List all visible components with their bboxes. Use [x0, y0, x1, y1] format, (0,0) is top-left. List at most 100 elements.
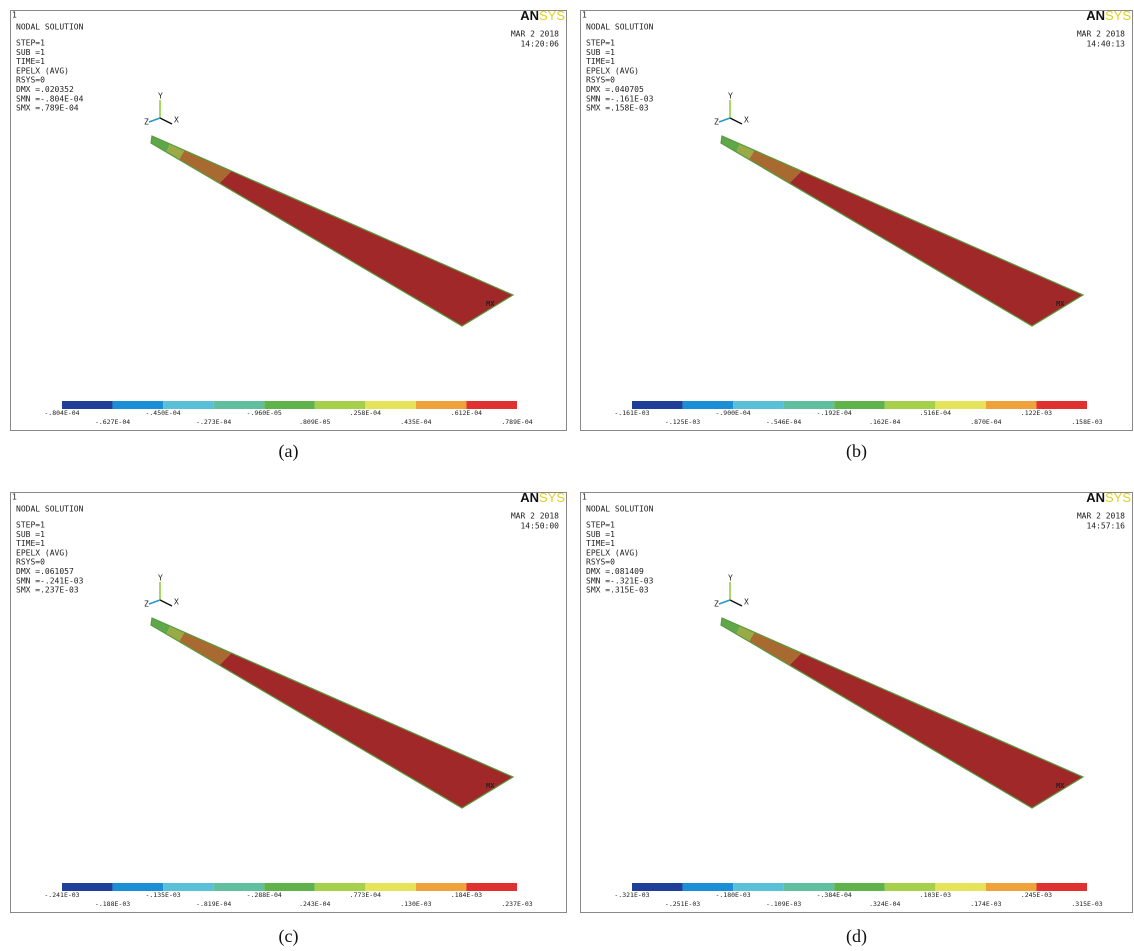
max-marker: MX: [486, 782, 495, 790]
legend-label: .237E-03: [501, 900, 532, 908]
legend-label: -.180E-03: [715, 891, 750, 899]
axis-label: Y: [158, 92, 163, 101]
legend-swatch: [416, 883, 467, 891]
max-marker: MX: [1056, 782, 1065, 790]
logo-right: SYS: [539, 10, 565, 23]
header: NODAL SOLUTION: [586, 505, 654, 514]
legend-label: .809E-05: [299, 418, 330, 426]
legend-swatch: [683, 883, 734, 891]
info-line: RSYS=0: [16, 558, 45, 567]
legend-swatch: [113, 883, 164, 891]
legend-label: -.819E-04: [196, 900, 231, 908]
legend-swatch: [834, 883, 885, 891]
window-number: 1: [582, 493, 587, 502]
axis-label: Y: [158, 574, 163, 583]
legend-label: -.804E-04: [44, 409, 79, 417]
legend-label: -.450E-04: [145, 409, 180, 417]
logo-right: SYS: [539, 492, 565, 505]
legend-swatch: [214, 401, 265, 409]
legend-label: .174E-03: [970, 900, 1001, 908]
info-line: DMX =.061057: [16, 567, 74, 576]
legend-label: -.900E-04: [715, 409, 750, 417]
legend-swatch: [113, 401, 164, 409]
legend-label: .773E-04: [350, 891, 381, 899]
legend-label: -.241E-03: [44, 891, 79, 899]
date: MAR 2 2018: [511, 512, 559, 521]
axis-label: Z: [144, 118, 149, 127]
legend-label: .184E-03: [451, 891, 482, 899]
info-line: RSYS=0: [586, 558, 615, 567]
logo-right: SYS: [1105, 10, 1131, 23]
logo: ANSYS: [520, 492, 565, 505]
logo-left: AN: [520, 10, 539, 23]
info-line: STEP=1: [586, 521, 615, 530]
legend-label: -.125E-03: [665, 418, 700, 426]
window-number: 1: [582, 11, 587, 20]
legend-swatch: [683, 401, 734, 409]
logo: ANSYS: [1086, 492, 1131, 505]
legend-label: -.627E-04: [95, 418, 130, 426]
date: MAR 2 2018: [1077, 30, 1125, 39]
legend-swatch: [885, 401, 936, 409]
legend-label: -.546E-04: [766, 418, 801, 426]
legend-label: -.109E-03: [766, 900, 801, 908]
info-line: DMX =.081409: [586, 567, 644, 576]
time: 14:50:00: [520, 522, 559, 531]
legend-label: .789E-04: [501, 418, 532, 426]
legend-label: .162E-04: [869, 418, 900, 426]
info-line: EPELX (AVG): [586, 548, 639, 557]
legend-label: .612E-04: [451, 409, 482, 417]
legend-label: -.288E-04: [247, 891, 282, 899]
caption: (b): [827, 441, 887, 462]
legend-label: -.135E-03: [145, 891, 180, 899]
legend-label: -.384E-04: [817, 891, 852, 899]
legend-swatch: [986, 401, 1037, 409]
logo: ANSYS: [520, 10, 565, 23]
figure: 1NODAL SOLUTIONSTEP=1SUB =1TIME=1EPELX (…: [0, 0, 1134, 951]
legend-label: -.273E-04: [196, 418, 231, 426]
info-line: EPELX (AVG): [16, 548, 69, 557]
info-line: SUB =1: [586, 530, 615, 539]
logo-left: AN: [520, 492, 539, 505]
legend-swatch: [1036, 883, 1087, 891]
legend-swatch: [986, 883, 1037, 891]
info-line: SUB =1: [16, 530, 45, 539]
info-line: SMN =-.321E-03: [586, 576, 654, 585]
legend-swatch: [365, 883, 416, 891]
info-line: SMX =.315E-03: [586, 586, 649, 595]
axis-label: X: [174, 598, 179, 607]
legend-swatch: [1036, 401, 1087, 409]
legend-label: .435E-04: [400, 418, 431, 426]
legend-swatch: [733, 883, 784, 891]
legend-swatch: [466, 401, 517, 409]
header: NODAL SOLUTION: [586, 23, 654, 32]
header: NODAL SOLUTION: [16, 23, 84, 32]
legend-swatch: [264, 883, 315, 891]
date: MAR 2 2018: [1077, 512, 1125, 521]
info-line: SUB =1: [16, 48, 45, 57]
legend-swatch: [62, 401, 113, 409]
caption: (a): [259, 441, 319, 462]
legend-label: .103E-03: [920, 891, 951, 899]
info-line: RSYS=0: [586, 76, 615, 85]
legend-swatch: [834, 401, 885, 409]
legend-swatch: [885, 883, 936, 891]
legend-label: .130E-03: [400, 900, 431, 908]
legend-label: -.960E-05: [247, 409, 282, 417]
info-line: SMN =-.241E-03: [16, 576, 84, 585]
info-line: STEP=1: [586, 39, 615, 48]
legend-swatch: [163, 401, 214, 409]
legend-label: .258E-04: [350, 409, 381, 417]
info-line: STEP=1: [16, 521, 45, 530]
caption: (d): [827, 926, 887, 947]
header: NODAL SOLUTION: [16, 505, 84, 514]
axis-label: Y: [728, 92, 733, 101]
info-line: SMN =-.161E-03: [586, 94, 654, 103]
legend-label: -.321E-03: [614, 891, 649, 899]
legend-label: .516E-04: [920, 409, 951, 417]
legend-label: .243E-04: [299, 900, 330, 908]
axis-label: X: [744, 116, 749, 125]
info-line: DMX =.040705: [586, 85, 644, 94]
info-line: TIME=1: [16, 539, 45, 548]
